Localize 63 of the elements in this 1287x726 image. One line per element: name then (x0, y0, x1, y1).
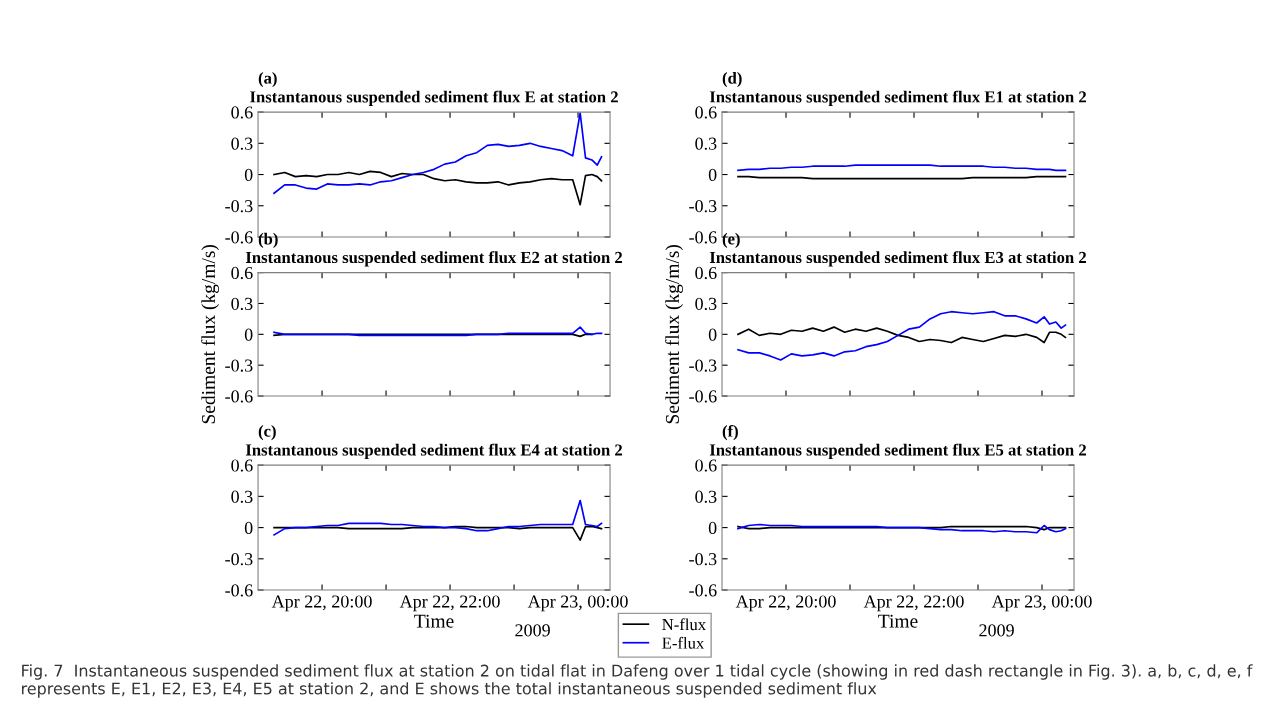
x-tick-label: Apr 23, 00:00 (527, 595, 628, 612)
x-tick-label: Apr 23, 00:00 (991, 595, 1092, 612)
chart-subtitle: Instantanous suspended sediment flux E1 at station 2 (709, 90, 1086, 106)
chart-subtitle: Instantanous suspended sediment flux E2 at station 2 (245, 251, 623, 267)
line-series (273, 326, 603, 337)
y-tick-label: -0.6 (689, 231, 717, 244)
chart-subtitle: Instantanous suspended sediment flux E4 at station 2 (245, 443, 623, 459)
line-series (737, 310, 1067, 361)
chart-title: (c) (258, 425, 276, 441)
y-tick-label: 0.3 (695, 297, 717, 310)
y-tick-label: 0 (244, 521, 253, 535)
line-series (273, 170, 603, 206)
text: 2009 (979, 624, 1014, 637)
y-tick-label: 0.6 (695, 459, 717, 472)
y-tick-label: 0 (708, 168, 717, 181)
x-tick-label: Apr 22, 20:00 (271, 595, 372, 612)
y-tick-label: 0 (708, 521, 717, 535)
y-tick-label: 0 (708, 328, 717, 341)
y-tick-label: 0.6 (695, 106, 717, 119)
line-series (737, 326, 1067, 344)
y-tick-label: 0 (244, 168, 253, 181)
chart-title: (a) (258, 72, 277, 88)
y-axis-title: Sediment flux (kg/m/s) (665, 244, 684, 424)
legend-label: E-flux (662, 636, 705, 649)
y-tick-label: 0.3 (231, 297, 253, 310)
y-tick-label: 0.3 (231, 490, 253, 503)
y-tick-label: 0 (244, 328, 253, 341)
chart-title: (f) (722, 424, 738, 441)
y-tick-label: 0.3 (231, 137, 253, 150)
y-tick-label: -0.3 (689, 359, 717, 372)
line-series (273, 499, 603, 536)
y-tick-label: 0.6 (231, 106, 253, 119)
y-tick-label: -0.6 (225, 231, 253, 244)
chart-title: (d) (722, 72, 742, 88)
chart-subtitle: Instantanous suspended sediment flux E5 at station 2 (709, 443, 1086, 459)
y-tick-label: -0.3 (689, 200, 717, 213)
y-tick-label: 0.6 (231, 266, 253, 280)
y-tick-label: -0.6 (225, 584, 253, 597)
y-tick-label: 0.3 (695, 490, 717, 503)
y-tick-label: -0.6 (689, 584, 717, 597)
y-tick-label: -0.3 (225, 359, 253, 372)
x-axis-title: Time (414, 614, 454, 628)
x-tick-label: Apr 22, 22:00 (399, 595, 500, 612)
y-tick-label: -0.3 (225, 553, 253, 566)
legend-label: N-flux (662, 618, 706, 631)
y-tick-label: 0.3 (695, 137, 717, 150)
caption: Fig. 7 Instantaneous suspended sediment flux at station 2 on tidal flat in Dafeng over 1 tidal cycle (showing in red dash rectangle in Fig. 3). a, b, c, d, e, f represents E, E1, E2, E3, E4, E5 at station 2, and E shows the total instantaneous suspended sediment flux (22, 664, 1253, 698)
y-tick-label: -0.6 (225, 390, 253, 403)
text: 2009 (515, 624, 550, 637)
x-tick-label: Apr 22, 22:00 (863, 595, 964, 612)
chart-subtitle: Instantanous suspended sediment flux E at station 2 (250, 90, 618, 106)
y-tick-label: -0.6 (689, 390, 717, 403)
line-series (273, 112, 603, 195)
y-tick-label: -0.3 (689, 553, 717, 566)
y-axis-title: Sediment flux (kg/m/s) (201, 244, 220, 424)
y-tick-label: -0.3 (225, 200, 253, 213)
x-tick-label: Apr 22, 20:00 (735, 595, 836, 612)
chart-subtitle: Instantanous suspended sediment flux E3 at station 2 (709, 251, 1086, 267)
chart-title: (b) (258, 232, 278, 248)
chart-title: (e) (722, 232, 740, 248)
y-tick-label: 0.6 (231, 459, 253, 472)
x-axis-title: Time (878, 614, 918, 628)
y-tick-label: 0.6 (695, 266, 717, 280)
